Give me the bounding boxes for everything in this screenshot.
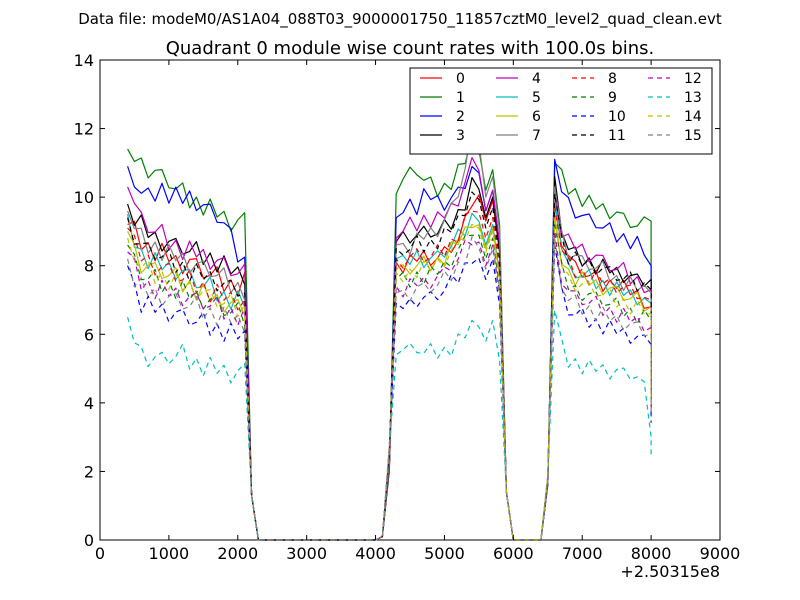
legend-box <box>409 67 713 155</box>
series-line-12 <box>127 230 652 541</box>
legend-label-10: 10 <box>608 109 626 125</box>
legend-label-11: 11 <box>608 128 626 144</box>
series-line-13 <box>127 309 652 541</box>
legend-label-4: 4 <box>532 71 541 87</box>
legend-label-15: 15 <box>684 128 702 144</box>
x-tick-label: 1000 <box>149 544 190 563</box>
legend-label-12: 12 <box>684 71 702 87</box>
file-title: Data file: modeM0/AS1A04_088T03_90000017… <box>78 10 722 29</box>
legend-label-1: 1 <box>456 90 465 106</box>
y-tick-label: 10 <box>74 188 94 207</box>
legend-label-8: 8 <box>608 71 617 87</box>
x-tick-label: 7000 <box>562 544 603 563</box>
x-tick-label: 8000 <box>631 544 672 563</box>
x-tick-label: 3000 <box>286 544 327 563</box>
legend-label-0: 0 <box>456 71 465 87</box>
series-line-11 <box>127 191 652 541</box>
series-line-5 <box>127 200 652 541</box>
y-tick-label: 14 <box>74 51 94 70</box>
plot-frame <box>99 59 721 541</box>
legend-label-14: 14 <box>684 109 702 125</box>
x-tick-label: 5000 <box>424 544 465 563</box>
x-tick-label: 9000 <box>700 544 741 563</box>
x-tick-label: 6000 <box>493 544 534 563</box>
legend-label-6: 6 <box>532 109 541 125</box>
legend-label-9: 9 <box>608 90 617 106</box>
x-tick-label: 4000 <box>355 544 396 563</box>
x-tick-label: 2000 <box>217 544 258 563</box>
ticks-layer: 0 1000 2000 3000 4000 5000 6000 7000 8000 9000 0 2 4… <box>74 51 741 563</box>
series-line-15 <box>127 236 652 541</box>
x-tick-label: 0 <box>95 544 105 563</box>
legend-label-5: 5 <box>532 90 541 106</box>
y-tick-label: 6 <box>84 325 94 344</box>
series-line-6 <box>127 213 652 541</box>
y-tick-label: 8 <box>84 257 94 276</box>
legend-label-13: 13 <box>684 90 702 106</box>
y-tick-label: 4 <box>84 394 94 413</box>
series-line-7 <box>127 126 652 541</box>
legend-label-7: 7 <box>532 128 541 144</box>
legend-label-2: 2 <box>456 109 465 125</box>
chart-title: Quadrant 0 module wise count rates with … <box>166 38 655 59</box>
y-tick-label: 2 <box>84 462 94 481</box>
series-line-10 <box>127 244 652 541</box>
x-offset-label: +2.50315e8 <box>620 562 720 581</box>
y-tick-label: 0 <box>84 531 94 550</box>
series-line-1 <box>127 136 652 541</box>
legend-label-3: 3 <box>456 128 465 144</box>
series-line-2 <box>127 158 652 541</box>
series-layer <box>127 126 652 541</box>
series-line-0 <box>127 194 652 541</box>
series-line-3 <box>127 176 652 541</box>
y-tick-label: 12 <box>74 120 94 139</box>
series-line-4 <box>127 157 652 541</box>
